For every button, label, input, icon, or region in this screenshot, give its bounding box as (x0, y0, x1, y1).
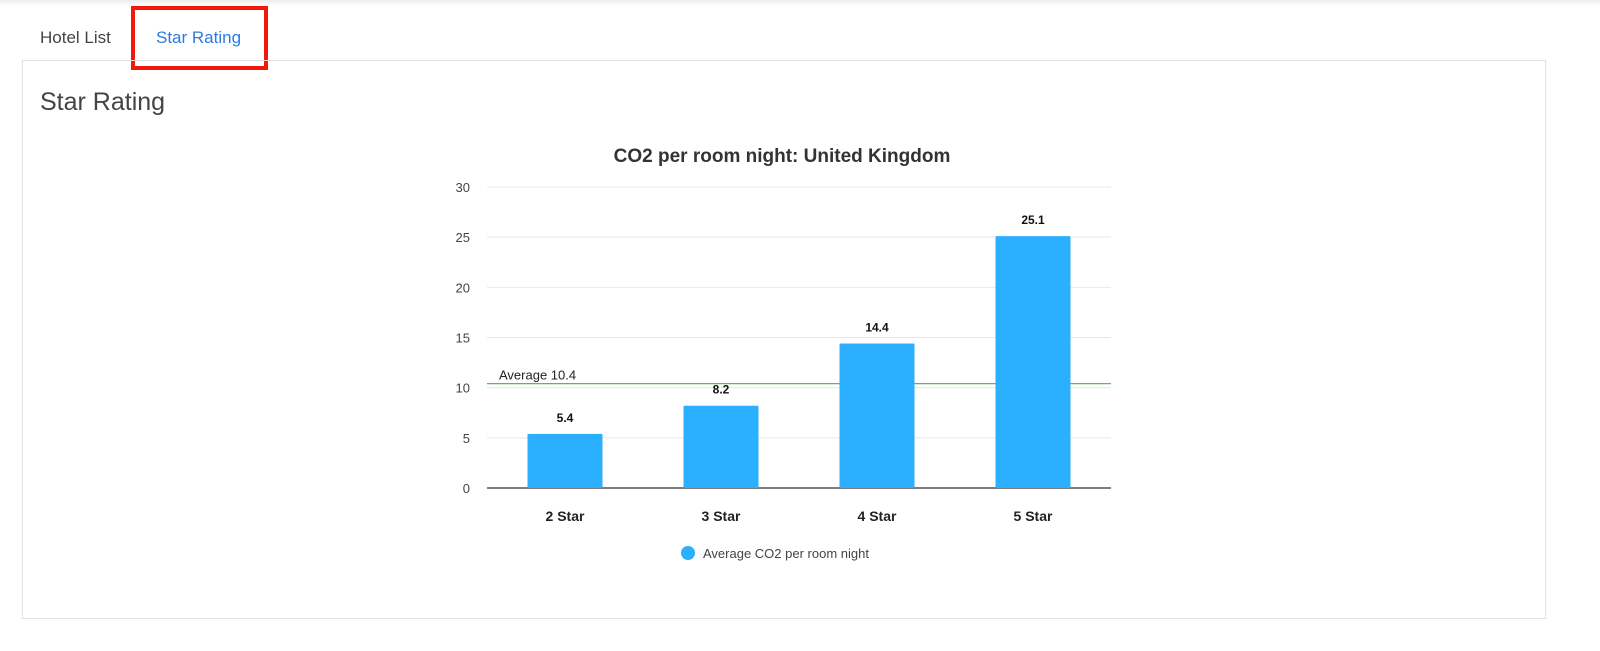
data-label: 5.4 (557, 411, 574, 425)
y-tick-label: 0 (463, 481, 470, 496)
y-tick-label: 20 (456, 280, 470, 295)
average-line-label: Average 10.4 (499, 368, 576, 383)
tab-star-rating[interactable]: Star Rating (156, 28, 242, 47)
data-label: 8.2 (713, 383, 730, 397)
legend-label[interactable]: Average CO2 per room night (703, 546, 869, 561)
top-shadow (0, 0, 1600, 6)
x-tick-label: 5 Star (1014, 508, 1053, 524)
bar-3-star (683, 405, 759, 488)
data-label: 25.1 (1021, 213, 1045, 227)
y-tick-label: 15 (456, 331, 470, 346)
tab-highlight-box (131, 6, 268, 70)
data-label: 14.4 (865, 321, 889, 335)
bar-2-star (527, 433, 603, 488)
y-tick-label: 25 (456, 230, 470, 245)
bar-5-star (995, 236, 1071, 488)
bar-4-star (839, 343, 915, 488)
chart-title: CO2 per room night: United Kingdom (614, 146, 951, 167)
star-rating-panel (22, 60, 1546, 619)
tab-hotel-list[interactable]: Hotel List (40, 28, 111, 47)
x-tick-label: 3 Star (702, 508, 741, 524)
panel-title: Star Rating (40, 88, 166, 116)
x-tick-label: 4 Star (858, 508, 897, 524)
legend-marker (681, 546, 695, 560)
x-tick-label: 2 Star (546, 508, 585, 524)
y-tick-label: 10 (456, 381, 470, 396)
y-tick-label: 30 (456, 180, 470, 195)
y-tick-label: 5 (463, 431, 470, 446)
